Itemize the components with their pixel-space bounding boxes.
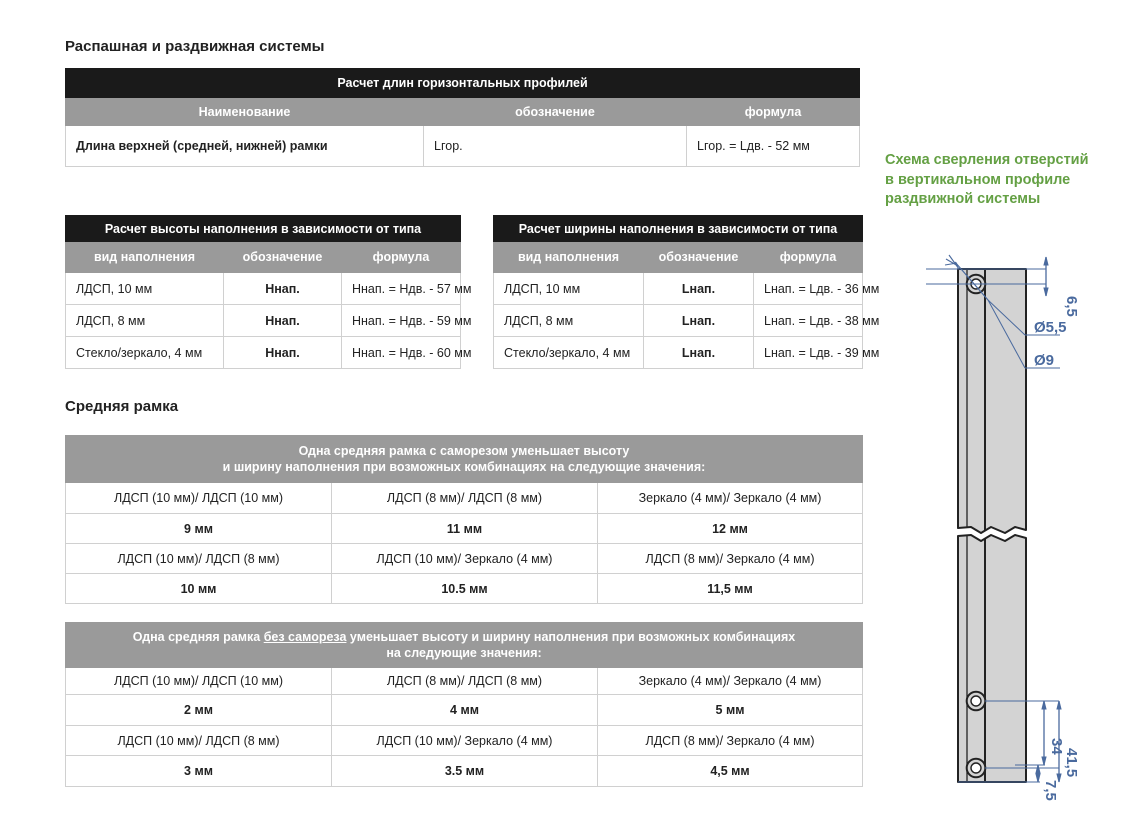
svg-text:Ø9: Ø9 [1034,352,1054,369]
svg-text:34: 34 [1048,738,1065,755]
svg-text:Ø5,5: Ø5,5 [1034,319,1067,336]
svg-text:41,5: 41,5 [1063,748,1080,777]
svg-text:7,5: 7,5 [1042,780,1059,801]
svg-text:6,5: 6,5 [1063,296,1080,317]
